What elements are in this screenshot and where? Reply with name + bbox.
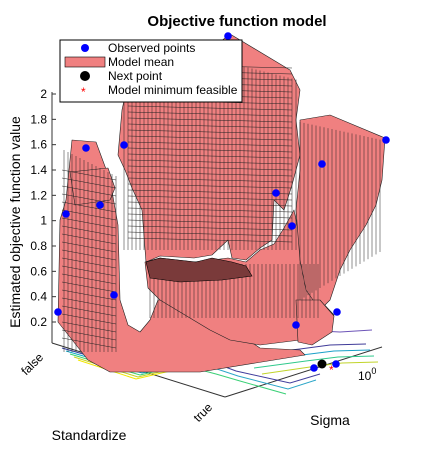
observed-point [224,32,232,40]
mesh-line [61,289,117,301]
mesh-line [61,281,117,293]
mesh-line [127,213,293,219]
mesh-line [127,225,293,231]
mesh-line [61,329,117,341]
observed-point [292,321,300,329]
observed-point [120,141,128,149]
mesh-line [127,171,293,177]
mesh-line [61,273,117,285]
observed-point [332,360,340,368]
z-tick-label: 0.2 [30,315,47,329]
legend-next-marker [80,71,90,81]
mesh-line [61,185,117,197]
mesh-line [127,165,293,171]
legend-observed-marker [81,44,89,52]
legend-observed-label: Observed points [108,41,195,55]
mesh-line [127,105,293,111]
mesh-line [61,321,117,333]
surface-plateau [145,257,253,283]
x-axis-label: Sigma [310,412,350,428]
legend: Observed points Model mean Next point * … [59,39,243,103]
mesh-line [61,265,117,277]
mesh-line [127,135,293,141]
observed-point [382,136,390,144]
mesh-line [61,337,117,349]
mesh-line [61,297,117,309]
mesh-line [61,241,117,253]
observed-point [333,308,341,316]
observed-point [288,222,296,230]
chart-title: Objective function model [147,13,326,30]
mesh-line [61,233,117,245]
mesh-line [61,313,117,325]
mesh-line [127,207,293,213]
mesh-line [127,177,293,183]
z-tick-label: 1.4 [30,163,47,177]
mesh-line [61,257,117,269]
mesh-line [61,217,117,229]
x-tick-sigma: 100 [358,366,376,383]
observed-point [96,201,104,209]
legend-mean-label: Model mean [108,55,174,69]
mesh-line [127,129,293,135]
mesh-line [61,305,117,317]
observed-point [272,189,280,197]
z-tick-label: 1 [40,214,47,228]
next-point-marker [317,359,327,369]
legend-mean-swatch [64,56,106,68]
mesh-line [61,209,117,221]
model-minimum-marker: * [329,363,334,377]
mesh-line [127,201,293,207]
observed-point [62,210,70,218]
mesh-line [127,141,293,147]
observed-point [318,160,326,168]
floor-axis-sigma [224,346,383,398]
mesh-line [127,237,293,243]
mesh-line [127,123,293,129]
mesh-line [61,169,117,181]
mesh-line [127,231,293,237]
z-tick-label: 1.8 [30,112,47,126]
z-tick-label: 0.8 [30,239,47,253]
mesh-line [127,117,293,123]
z-tick-label: 1.2 [30,188,47,202]
observed-point [310,364,318,372]
observed-points [54,32,390,372]
observed-point [110,291,118,299]
mesh-line [61,193,117,205]
z-tick-label: 0.4 [30,290,47,304]
legend-box [59,39,243,103]
observed-point [54,308,62,316]
z-axis-label: Estimated objective function value [7,116,23,328]
legend-min-marker: * [81,85,86,99]
y-axis-label: Standardize [52,427,127,443]
y-tick-true: true [191,400,216,425]
y-tick-false: false [18,350,46,378]
z-axis-ticks: 0.2 0.4 0.6 0.8 1 1.2 1.4 1.6 1.8 2 [30,87,56,329]
mesh-line [127,195,293,201]
mesh-line [127,153,293,159]
mesh-line [61,249,117,261]
legend-next-label: Next point [108,69,163,83]
mesh-line [127,159,293,165]
observed-point [82,144,90,152]
mesh-line [127,111,293,117]
z-tick-label: 1.6 [30,138,47,152]
mesh-line [127,219,293,225]
z-tick-label: 0.6 [30,264,47,278]
mesh-line [127,147,293,153]
mesh-line [127,183,293,189]
legend-min-label: Model minimum feasible [108,83,238,97]
mesh-line [61,225,117,237]
mesh-line [61,201,117,213]
mesh-line [61,177,117,189]
z-tick-label: 2 [40,87,47,101]
mesh-line [127,189,293,195]
